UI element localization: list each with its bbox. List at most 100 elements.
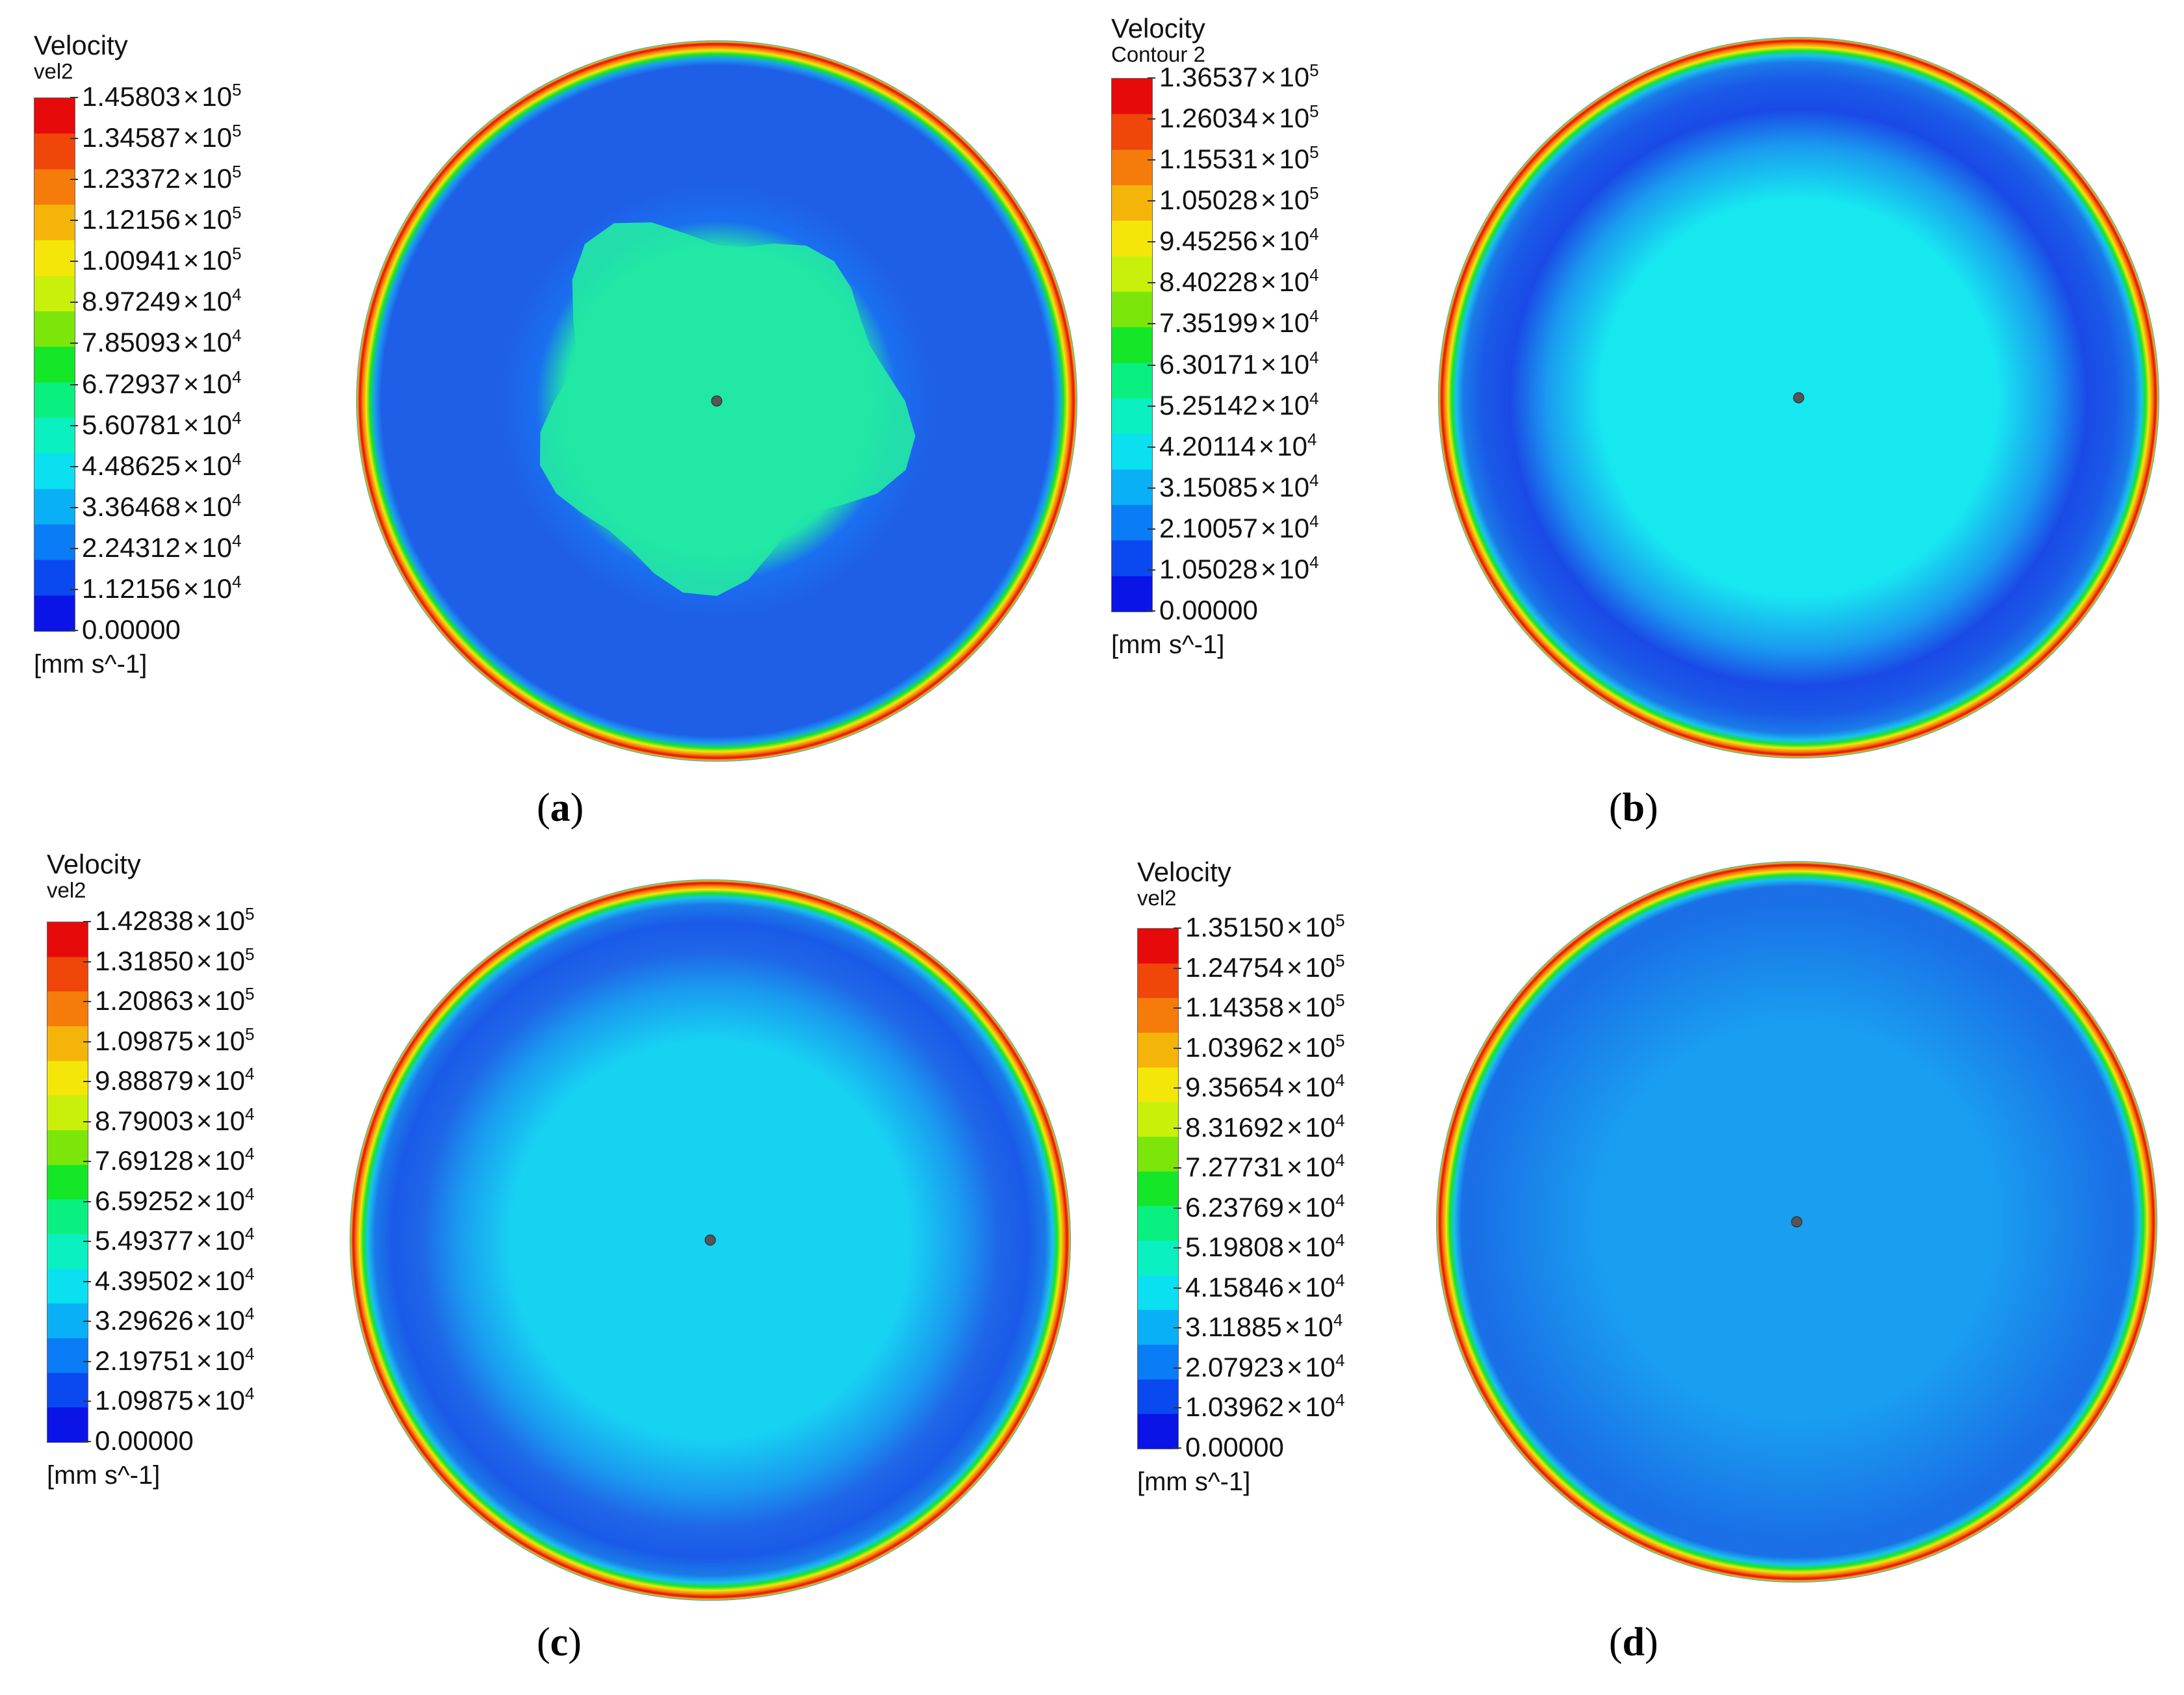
legend-tick-mark <box>83 1120 91 1122</box>
legend-tick-mark <box>83 1161 91 1163</box>
legend-unit: [mm s^-1] <box>1137 1468 1251 1496</box>
legend-tick-label: 1.09875×104 <box>95 1384 255 1416</box>
legend-subtitle: Contour 2 <box>1111 42 1205 66</box>
legend-tick-label: 1.14358×105 <box>1185 990 1345 1023</box>
legend-tick-mark <box>1148 200 1155 202</box>
legend-tick-label: 3.15085×104 <box>1159 470 1319 502</box>
legend-tick-label: 8.31692×104 <box>1185 1110 1345 1143</box>
legend-tick-mark <box>1174 1447 1181 1449</box>
legend-tick-label: 1.35150×105 <box>1185 911 1345 942</box>
legend-c: Velocity vel2 1.42838×105 1.31850×105 1.20… <box>47 850 255 1490</box>
legend-tick-label: 1.26034×105 <box>1159 101 1319 134</box>
legend-subtitle: vel2 <box>34 59 73 83</box>
legend-tick-label: 2.07923×104 <box>1185 1350 1345 1382</box>
legend-tick-mark <box>83 921 91 922</box>
legend-b: Velocity Contour 2 1.36537×105 1.26034×10… <box>1111 14 1319 659</box>
legend-tick-mark <box>70 179 78 181</box>
legend-subtitle: vel2 <box>1137 886 1177 910</box>
legend-tick-mark <box>1174 1367 1181 1369</box>
legend-tick-mark <box>83 1241 91 1243</box>
legend-tick-mark <box>1148 323 1155 325</box>
legend-tick-label: 1.12156×104 <box>82 571 242 604</box>
legend-tick-mark <box>1174 1207 1181 1209</box>
legend-tick-mark <box>1174 1007 1181 1009</box>
legend-unit: [mm s^-1] <box>1111 630 1225 659</box>
legend-tick-mark <box>1174 1327 1181 1329</box>
center-marker <box>704 1234 716 1246</box>
legend-tick-mark <box>70 630 78 631</box>
legend-tick-mark <box>1148 446 1155 448</box>
velocity-contour-disc <box>1436 861 2157 1583</box>
legend-tick-mark <box>1174 1047 1181 1049</box>
legend-tick-label: 1.24754×105 <box>1185 950 1345 983</box>
legend-tick-label: 5.19808×104 <box>1185 1230 1345 1263</box>
legend-tick-mark <box>1174 1127 1181 1129</box>
legend-tick-label: 1.23372×105 <box>82 162 242 194</box>
legend-tick-label: 4.39502×104 <box>95 1263 255 1296</box>
legend-tick-mark <box>1148 364 1155 366</box>
caption-d: (d) <box>1609 1620 1658 1664</box>
legend-tick-mark <box>83 961 91 963</box>
legend-tick-label: 7.85093×104 <box>82 326 242 358</box>
legend-tick-mark <box>83 1200 91 1202</box>
legend-tick-mark <box>83 1081 91 1083</box>
legend-tick-label: 9.35654×104 <box>1185 1070 1345 1103</box>
legend-tick-mark <box>83 1321 91 1323</box>
panel-b: Velocity Contour 2 1.36537×105 1.26034×10… <box>1092 0 2184 845</box>
legend-tick-label: 3.11885×104 <box>1185 1310 1343 1343</box>
legend-tick-mark <box>1174 1247 1181 1249</box>
legend-tick-label: 7.27731×104 <box>1185 1150 1345 1183</box>
legend-tick-label: 1.20863×105 <box>95 984 255 1016</box>
legend-tick-mark <box>1148 487 1155 489</box>
legend-tick-label: 4.48625×104 <box>82 448 242 481</box>
velocity-contour-disc <box>1438 37 2159 758</box>
legend-tick-label: 1.03962×105 <box>1185 1030 1345 1063</box>
legend-tick-mark <box>70 138 78 140</box>
legend-title: Velocity <box>34 30 128 60</box>
legend-tick-mark <box>70 424 78 426</box>
legend-tick-mark <box>1174 1167 1181 1169</box>
legend-tick-mark <box>83 1001 91 1003</box>
legend-tick-label: 4.20114×104 <box>1159 429 1317 461</box>
caption-label: d <box>1622 1620 1645 1664</box>
legend-tick-mark <box>1174 1407 1181 1409</box>
legend-tick-mark <box>70 97 78 98</box>
legend-tick-label: 1.15531×105 <box>1159 142 1319 175</box>
legend-tick-mark <box>1148 405 1155 407</box>
legend-tick-label: 8.40228×104 <box>1159 265 1319 298</box>
caption-c: (c) <box>537 1620 582 1664</box>
panel-a: Velocity vel2 1.45803×105 1.34587×105 1.23… <box>0 0 1092 845</box>
legend-tick-mark <box>70 220 78 222</box>
legend-tick-label: 1.31850×105 <box>95 944 255 976</box>
legend-tick-mark <box>70 465 78 467</box>
legend-tick-mark <box>83 1360 91 1362</box>
legend-tick-label: 4.15846×104 <box>1185 1270 1345 1302</box>
legend-tick-label: 3.29626×104 <box>95 1304 255 1336</box>
legend-tick-mark <box>1148 610 1155 612</box>
legend-tick-mark <box>1148 528 1155 530</box>
legend-tick-mark <box>70 506 78 508</box>
caption-label: b <box>1622 786 1645 830</box>
legend-unit: [mm s^-1] <box>47 1461 161 1490</box>
legend-tick-label: 6.72937×104 <box>82 367 242 399</box>
legend-tick-label: 1.09875×105 <box>95 1024 255 1056</box>
legend-tick-label: 9.88879×104 <box>95 1064 255 1096</box>
legend-tick-mark <box>1174 967 1181 969</box>
legend-tick-mark <box>70 261 78 263</box>
legend-tick-mark <box>83 1280 91 1282</box>
legend-tick-mark <box>70 547 78 549</box>
contour-center-region <box>539 222 916 597</box>
legend-tick-label: 8.97249×104 <box>82 285 242 317</box>
legend-tick-label: 1.00941×105 <box>82 244 242 276</box>
center-marker <box>1791 1216 1803 1228</box>
legend-tick-label: 8.79003×104 <box>95 1104 255 1136</box>
legend-tick-label: 0.00000 <box>95 1425 194 1456</box>
legend-tick-label: 3.36468×104 <box>82 489 242 522</box>
velocity-contour-disc <box>350 879 1071 1601</box>
legend-tick-mark <box>70 343 78 344</box>
legend-tick-label: 1.34587×105 <box>82 121 242 153</box>
legend-colorbar <box>1137 928 1179 1449</box>
legend-tick-label: 1.03962×104 <box>1185 1390 1345 1423</box>
legend-tick-label: 1.42838×105 <box>95 904 255 936</box>
legend-tick-mark <box>1148 77 1155 79</box>
